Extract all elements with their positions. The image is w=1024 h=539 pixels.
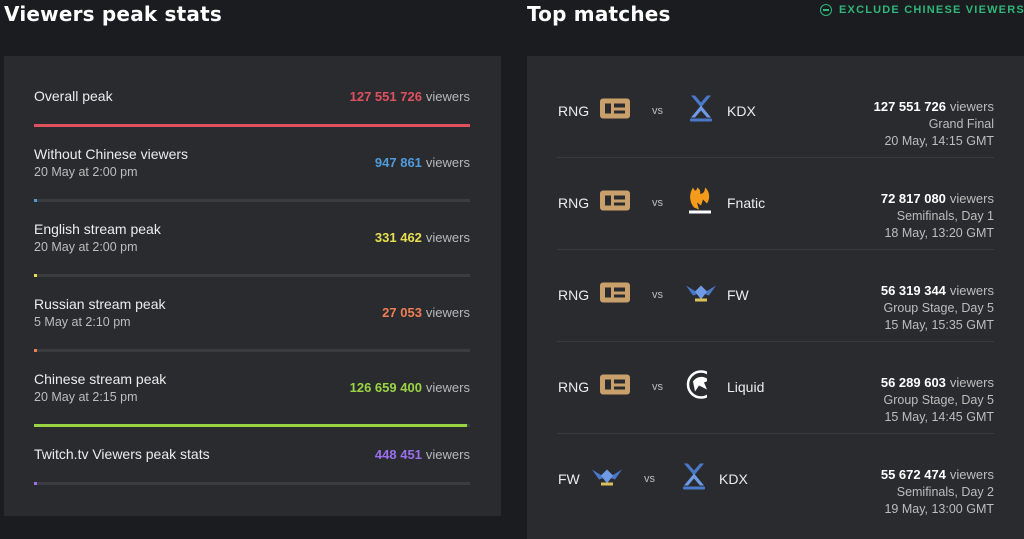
team1-name: RNG [558, 195, 590, 211]
match-info: 127 551 726 viewers Grand Final 20 May, 1… [873, 99, 994, 148]
rng-logo-icon [599, 98, 631, 125]
match-row[interactable]: FW vs KDX 55 672 474 viewers Semifinals, … [527, 434, 1024, 526]
match-stage: Grand Final [928, 117, 994, 131]
kingzone-dragonx-logo-icon [685, 94, 717, 129]
stat-label: Overall peak [34, 88, 113, 104]
match-stage: Semifinals, Day 2 [896, 485, 994, 499]
stat-label: Twitch.tv Viewers peak stats [34, 446, 210, 462]
team1-name: FW [558, 471, 580, 487]
exclude-chinese-viewers-toggle[interactable]: EXCLUDE CHINESE VIEWERS [820, 4, 1024, 16]
stat-label: Without Chinese viewers [34, 146, 189, 162]
vs-label: vs [644, 473, 655, 485]
stat-value: 127 551 726 viewers [349, 89, 470, 104]
team2-name: KDX [727, 103, 756, 119]
team1-name: RNG [558, 379, 590, 395]
team2-name: Fnatic [727, 195, 766, 211]
stat-label: Chinese stream peak [34, 371, 167, 387]
exclude-chinese-viewers-label: EXCLUDE CHINESE VIEWERS [839, 4, 1024, 16]
top-matches-panel: RNG vs KDX 127 551 726 viewers Grand Fina… [527, 56, 1024, 539]
flash-wolves-logo-icon [591, 466, 623, 493]
match-info: 72 817 080 viewers Semifinals, Day 1 18 M… [880, 191, 994, 240]
fnatic-logo-icon [685, 186, 715, 221]
stat-value: 27 053 viewers [382, 305, 470, 320]
viewers-peak-stats-title: Viewers peak stats [4, 2, 222, 26]
stat-label: English stream peak [34, 221, 161, 237]
team1-name: RNG [558, 103, 590, 119]
kingzone-dragonx-logo-icon [678, 462, 710, 497]
match-info: 56 289 603 viewers Group Stage, Day 5 15 … [880, 375, 994, 424]
stat-label: Russian stream peak [34, 296, 166, 312]
top-matches-title: Top matches [527, 2, 671, 26]
team2-name: KDX [719, 471, 748, 487]
match-viewers: 72 817 080 [880, 191, 946, 206]
match-viewers: 56 319 344 [880, 283, 946, 298]
team1-name: RNG [558, 287, 590, 303]
viewers-peak-stats-panel: Overall peak 127 551 726 viewers Without … [4, 56, 501, 516]
stat-value: 331 462 viewers [374, 230, 470, 245]
stat-value: 448 451 viewers [374, 447, 470, 462]
stat-bar [34, 199, 470, 202]
match-stage: Semifinals, Day 1 [896, 209, 994, 223]
match-time: 18 May, 13:20 GMT [884, 226, 994, 240]
stat-date: 5 May at 2:10 pm [34, 315, 131, 329]
match-time: 15 May, 15:35 GMT [884, 318, 994, 332]
flash-wolves-logo-icon [685, 282, 717, 309]
rng-logo-icon [599, 190, 631, 217]
match-time: 20 May, 14:15 GMT [884, 134, 994, 148]
match-row[interactable]: RNG vs KDX 127 551 726 viewers Grand Fina… [527, 66, 1024, 158]
match-time: 15 May, 14:45 GMT [884, 410, 994, 424]
match-info: 56 319 344 viewers Group Stage, Day 5 15 … [880, 283, 994, 332]
vs-label: vs [652, 381, 663, 393]
rng-logo-icon [599, 282, 631, 309]
team-liquid-logo-icon [685, 369, 717, 405]
stat-value: 947 861 viewers [374, 155, 470, 170]
team2-name: Liquid [727, 379, 765, 395]
vs-label: vs [652, 289, 663, 301]
team2-name: FW [727, 287, 749, 303]
match-viewers: 56 289 603 [880, 375, 946, 390]
match-info: 55 672 474 viewers Semifinals, Day 2 19 M… [880, 467, 994, 516]
stat-date: 20 May at 2:15 pm [34, 390, 138, 404]
match-viewers: 55 672 474 [880, 467, 946, 482]
stat-value: 126 659 400 viewers [349, 380, 470, 395]
match-row[interactable]: RNG vs Fnatic 72 817 080 viewers Semifina… [527, 158, 1024, 250]
match-stage: Group Stage, Day 5 [883, 393, 994, 407]
rng-logo-icon [599, 374, 631, 401]
vs-label: vs [652, 105, 663, 117]
stat-date: 20 May at 2:00 pm [34, 165, 138, 179]
match-viewers: 127 551 726 [873, 99, 946, 114]
stat-bar [34, 349, 470, 352]
match-row[interactable]: RNG vs Liquid 56 289 603 viewers Group St… [527, 342, 1024, 434]
stat-bar [34, 124, 470, 127]
stat-bar [34, 274, 470, 277]
stat-bar [34, 482, 470, 485]
stat-bar [34, 424, 470, 427]
match-stage: Group Stage, Day 5 [883, 301, 994, 315]
stat-date: 20 May at 2:00 pm [34, 240, 138, 254]
match-time: 19 May, 13:00 GMT [884, 502, 994, 516]
vs-label: vs [652, 197, 663, 209]
match-row[interactable]: RNG vs FW 56 319 344 viewers Group Stage,… [527, 250, 1024, 342]
minus-circle-icon [820, 4, 832, 16]
